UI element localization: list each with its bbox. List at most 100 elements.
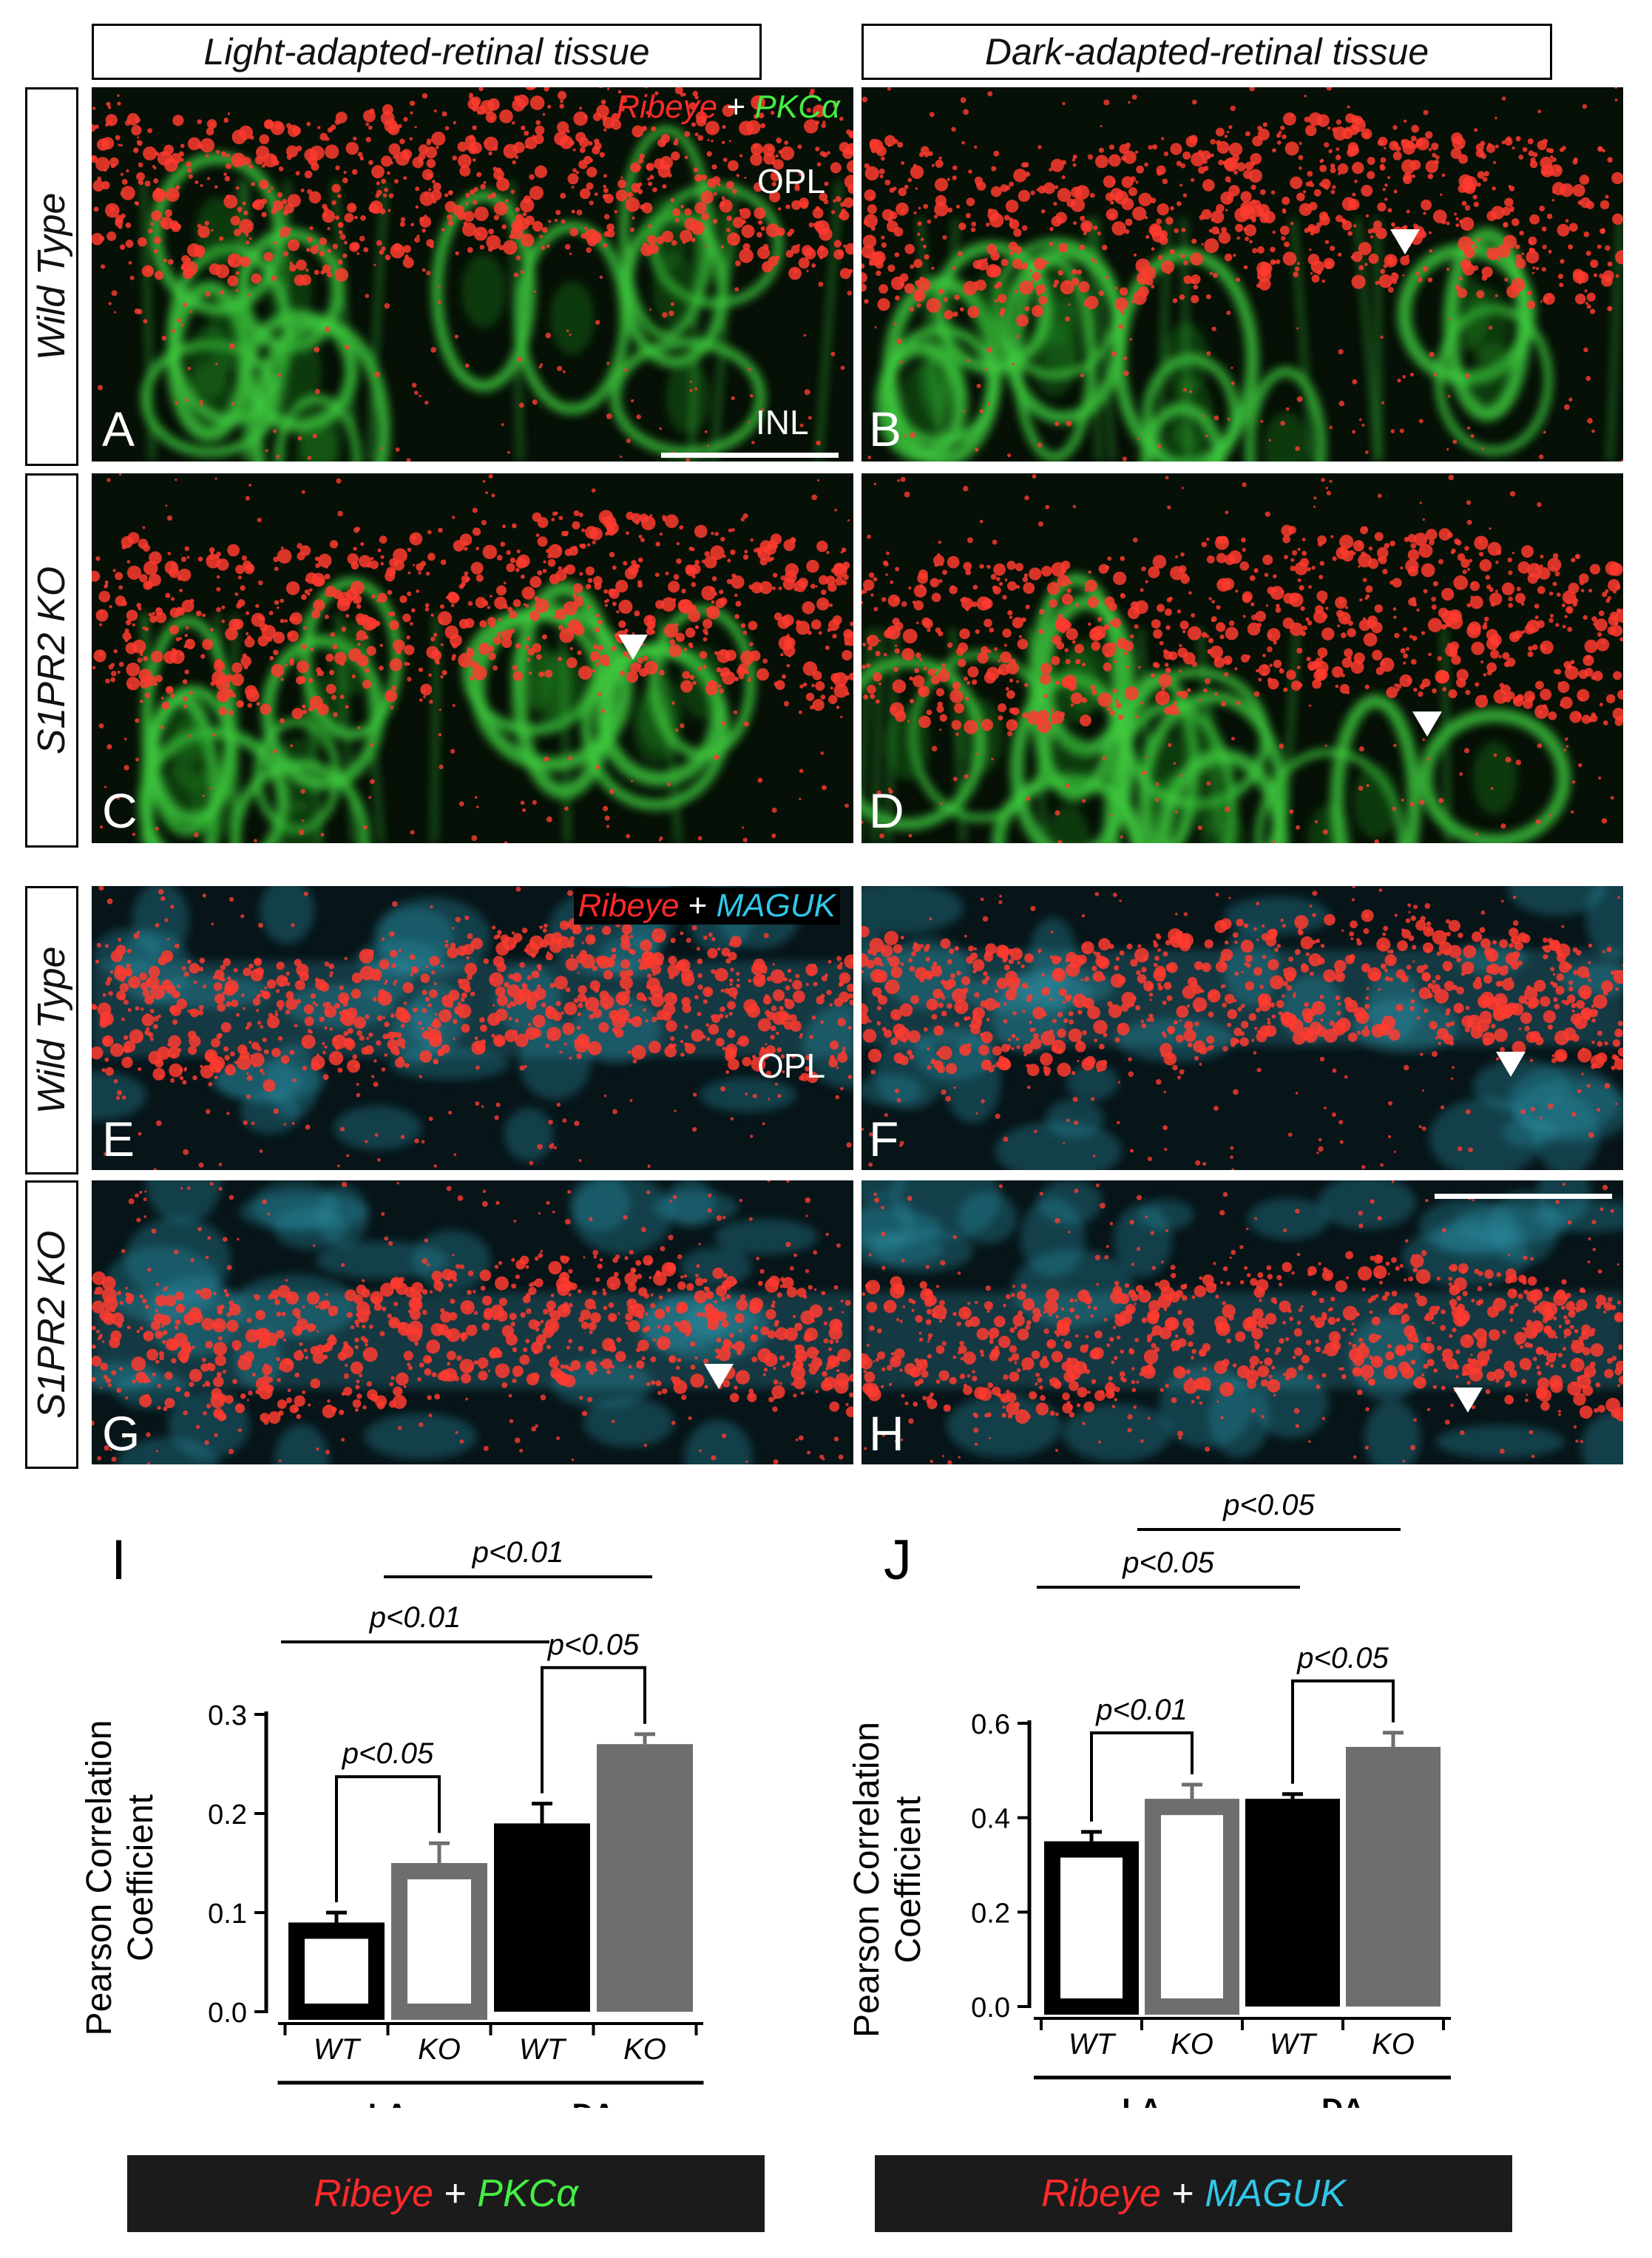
significance-bracket — [541, 1666, 646, 1794]
header-dark-adapted: Dark-adapted-retinal tissue — [861, 24, 1552, 80]
significance-bracket — [335, 1775, 441, 1902]
y-tick-label: 0.3 — [208, 1700, 247, 1731]
significance-label: p<0.05 — [342, 1737, 434, 1770]
x-tick-label: KO — [418, 2033, 461, 2066]
panel-letter-h: H — [869, 1406, 904, 1461]
significance-bracket — [1291, 1679, 1395, 1784]
significance-label: p<0.05 — [547, 1629, 640, 1661]
x-tick-label: KO — [623, 2033, 666, 2066]
row-label-ko-top: S1PR2 KO — [25, 473, 78, 848]
row-label-ko-bottom: S1PR2 KO — [25, 1180, 78, 1469]
row-label-text: Wild Type — [30, 946, 73, 1115]
arrowhead-marker — [1453, 1387, 1483, 1413]
micrograph-panel-d: D — [861, 473, 1623, 843]
chart-j: 0.0 0.2 0.4 0.6 Pearson CorrelationCoefficie… — [836, 1487, 1546, 2126]
row-label-text: Wild Type — [30, 192, 73, 361]
group-label: LA — [1122, 2093, 1161, 2108]
layer-label-opl: OPL — [757, 1047, 826, 1085]
bar — [1044, 1841, 1139, 2015]
micrograph-texture — [92, 886, 853, 1170]
stain-label-bottom: Ribeye + MAGUK — [573, 888, 840, 925]
panel-letter-d: D — [869, 783, 904, 838]
stain-maguk: MAGUK — [716, 888, 836, 924]
y-tick-label: 0.4 — [971, 1804, 1010, 1835]
micrograph-panel-g: G — [92, 1180, 853, 1464]
bar — [597, 1744, 693, 2012]
group-label: DA — [1321, 2093, 1364, 2108]
y-tick-label: 0.2 — [208, 1799, 247, 1831]
stain-ribeye: Ribeye — [578, 888, 680, 924]
micrograph-panel-c: C — [92, 473, 853, 843]
arrowhead-marker — [1412, 711, 1442, 737]
x-tick-label: KO — [1171, 2028, 1213, 2061]
y-tick-label: 0.0 — [971, 1992, 1010, 2024]
chart-svg: 0.0 0.2 0.4 0.6 Pearson CorrelationCoefficie… — [847, 1489, 1451, 2126]
stain-pkc: PKCα — [754, 89, 840, 125]
legend-maguk: MAGUK — [1205, 2172, 1346, 2215]
chart-letter-i: I — [111, 1529, 127, 1592]
chart-svg: 0.0 0.1 0.2 0.3 Pearson CorrelationCoefficie… — [80, 1536, 704, 2131]
bar — [1245, 1799, 1340, 2007]
micrograph-panel-f: F — [861, 886, 1623, 1170]
chart-i: 0.0 0.1 0.2 0.3 Pearson CorrelationCoefficie… — [67, 1494, 762, 2131]
row-label-wild-type-top: Wild Type — [25, 87, 78, 466]
micrograph-texture — [861, 886, 1623, 1170]
chart-letter-j: J — [884, 1529, 912, 1592]
panel-letter-a: A — [102, 402, 135, 456]
arrowhead-marker — [1390, 229, 1420, 254]
micrograph-texture — [861, 87, 1623, 462]
panel-letter-e: E — [102, 1112, 135, 1166]
panel-letter-c: C — [102, 783, 138, 838]
layer-label-inl: INL — [756, 403, 809, 442]
significance-label: p<0.01 — [369, 1601, 461, 1634]
arrowhead-marker — [618, 635, 648, 660]
row-label-text: S1PR2 KO — [30, 1230, 73, 1419]
panel-letter-b: B — [869, 402, 902, 456]
layer-label-opl: OPL — [757, 162, 826, 200]
y-tick-label: 0.2 — [971, 1898, 1010, 1929]
legend-plus: + — [1171, 2172, 1194, 2215]
y-tick-label: 0.0 — [208, 1998, 247, 2029]
significance-label: p<0.05 — [1222, 1489, 1315, 1521]
significance-label: p<0.05 — [1122, 1547, 1214, 1579]
stain-label-top: Ribeye + PKCα — [616, 89, 840, 126]
significance-bracket — [1090, 1731, 1194, 1822]
micrograph-texture — [861, 1180, 1623, 1464]
row-label-text: S1PR2 KO — [30, 566, 73, 755]
bar — [391, 1863, 487, 2020]
significance-label: p<0.01 — [472, 1536, 563, 1569]
group-label: LA — [368, 2098, 407, 2108]
legend-ribeye: Ribeye — [314, 2172, 433, 2215]
panel-letter-g: G — [102, 1406, 141, 1461]
legend-ribeye: Ribeye — [1041, 2172, 1161, 2215]
bar — [1346, 1746, 1441, 2007]
scale-bar — [661, 453, 839, 458]
arrowhead-marker — [1496, 1052, 1526, 1077]
x-tick-label: WT — [519, 2033, 567, 2066]
micrograph-panel-a: A Ribeye + PKCα OPL INL — [92, 87, 853, 462]
legend-box-i: Ribeye + PKCα — [127, 2155, 765, 2232]
arrowhead-marker — [704, 1364, 734, 1389]
micrograph-panel-e: E Ribeye + MAGUK OPL — [92, 886, 853, 1170]
x-tick-label: WT — [314, 2033, 362, 2066]
micrograph-texture — [92, 1180, 853, 1464]
header-light-adapted: Light-adapted-retinal tissue — [92, 24, 762, 80]
micrograph-texture — [861, 473, 1623, 843]
stain-ribeye: Ribeye — [616, 89, 718, 125]
bar — [494, 1823, 590, 2012]
y-axis-label: Pearson CorrelationCoefficient — [80, 1720, 160, 2036]
legend-pkc: PKCα — [477, 2172, 578, 2215]
micrograph-texture — [92, 87, 853, 462]
stain-plus: + — [688, 888, 708, 924]
significance-label: p<0.05 — [1296, 1642, 1389, 1674]
micrograph-panel-b: B — [861, 87, 1623, 462]
x-tick-label: WT — [1069, 2028, 1117, 2061]
legend-plus: + — [444, 2172, 467, 2215]
group-label: DA — [572, 2098, 615, 2108]
bar — [288, 1922, 385, 2021]
row-label-wild-type-bottom: Wild Type — [25, 886, 78, 1174]
x-tick-label: KO — [1372, 2028, 1415, 2061]
micrograph-texture — [92, 473, 853, 843]
y-tick-label: 0.6 — [971, 1709, 1010, 1740]
y-tick-label: 0.1 — [208, 1899, 247, 1930]
